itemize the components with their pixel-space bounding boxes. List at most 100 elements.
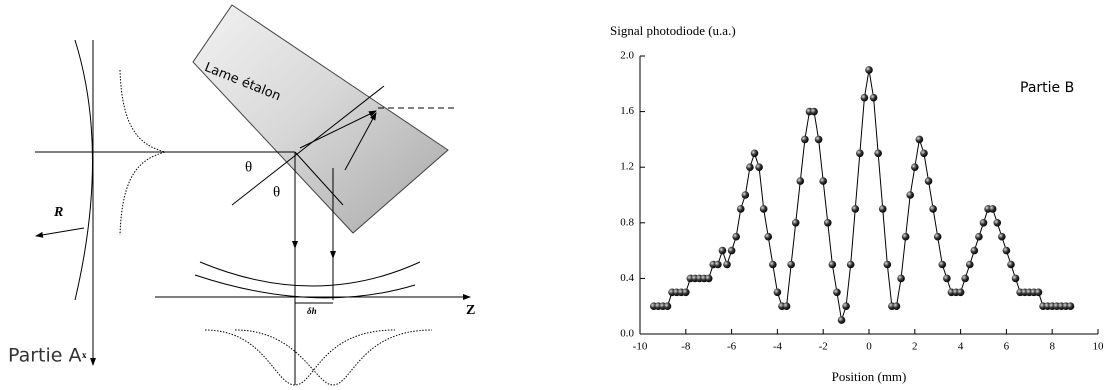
point bbox=[810, 107, 818, 116]
point bbox=[920, 149, 928, 158]
dip-profile bbox=[204, 329, 396, 386]
point bbox=[970, 246, 979, 255]
point bbox=[814, 135, 823, 144]
point bbox=[1007, 260, 1015, 269]
point bbox=[791, 219, 800, 227]
point bbox=[723, 260, 731, 269]
point bbox=[933, 232, 942, 241]
x-axis-label: Position (mm) bbox=[832, 369, 907, 384]
point bbox=[842, 302, 850, 311]
x-tick-label: -4 bbox=[773, 341, 783, 353]
y-tick-label: 1.6 bbox=[620, 105, 634, 117]
point bbox=[773, 288, 782, 297]
x-tick-label: 8 bbox=[1049, 341, 1055, 353]
point bbox=[901, 232, 910, 241]
point bbox=[736, 205, 745, 213]
x-tick-label: 0 bbox=[866, 341, 872, 353]
point bbox=[1011, 274, 1020, 283]
point bbox=[732, 232, 740, 241]
point bbox=[718, 246, 727, 255]
point bbox=[943, 274, 951, 283]
point bbox=[938, 260, 947, 269]
y-tick-label: 0.0 bbox=[620, 328, 634, 340]
point bbox=[897, 274, 905, 283]
point bbox=[874, 149, 882, 158]
r-arrow bbox=[35, 227, 85, 238]
point bbox=[975, 232, 983, 241]
y-tick-label: 1.2 bbox=[620, 161, 634, 173]
point bbox=[846, 260, 855, 269]
arc bbox=[199, 261, 421, 287]
point bbox=[851, 205, 860, 213]
y-tick-label: 0.8 bbox=[620, 216, 634, 228]
point bbox=[956, 288, 965, 297]
point bbox=[988, 205, 997, 213]
point bbox=[915, 135, 924, 144]
r-label: R bbox=[53, 205, 63, 220]
y-tick-label: 0.4 bbox=[620, 272, 634, 284]
point bbox=[856, 149, 864, 158]
point bbox=[801, 135, 809, 144]
ray bbox=[344, 112, 377, 171]
wavefront bbox=[74, 39, 93, 301]
point bbox=[764, 232, 773, 241]
point bbox=[924, 177, 933, 185]
gaussian-profile bbox=[119, 69, 167, 236]
y-axis-label: Signal photodiode (u.a.) bbox=[610, 23, 736, 38]
point bbox=[1002, 246, 1011, 255]
point bbox=[787, 260, 795, 269]
point bbox=[828, 260, 837, 269]
point bbox=[755, 163, 763, 171]
x-tick-label: 4 bbox=[958, 341, 964, 353]
x-tick-label: -8 bbox=[681, 341, 691, 353]
chart: Signal photodiode (u.a.) Position (mm) P… bbox=[610, 23, 1104, 384]
diagram: Lame étalon θ θ R x Z δh Partie A bbox=[8, 4, 475, 386]
point bbox=[1066, 302, 1075, 311]
point bbox=[961, 274, 969, 283]
x-tick-label: 10 bbox=[1093, 341, 1105, 353]
normal-line-2 bbox=[294, 151, 344, 206]
point bbox=[1034, 288, 1043, 297]
ray bbox=[299, 110, 377, 149]
point bbox=[727, 246, 736, 255]
point bbox=[823, 219, 832, 227]
point bbox=[906, 191, 915, 199]
dh-label: δh bbox=[307, 306, 317, 316]
point bbox=[741, 191, 750, 199]
point bbox=[704, 274, 713, 283]
point bbox=[883, 260, 892, 269]
point bbox=[782, 302, 791, 311]
point bbox=[979, 219, 988, 227]
point bbox=[998, 232, 1006, 241]
point bbox=[769, 260, 777, 269]
point bbox=[892, 302, 901, 311]
point bbox=[746, 163, 754, 171]
dip-profile bbox=[234, 329, 433, 386]
y-tick-label: 2.0 bbox=[620, 50, 634, 62]
theta: θ bbox=[273, 184, 280, 200]
point bbox=[663, 302, 672, 311]
point bbox=[759, 205, 768, 213]
point bbox=[865, 66, 873, 74]
point bbox=[750, 149, 759, 158]
normal-line bbox=[231, 85, 385, 206]
x-tick-label: -10 bbox=[633, 341, 648, 353]
point bbox=[796, 177, 805, 185]
x-tick-label: -6 bbox=[727, 341, 737, 353]
point bbox=[869, 93, 878, 102]
point bbox=[993, 219, 1002, 227]
x-tick-label: 2 bbox=[912, 341, 918, 353]
theta: θ bbox=[245, 159, 252, 175]
x-tick-label: 6 bbox=[1004, 341, 1010, 353]
plate bbox=[192, 4, 449, 234]
point bbox=[833, 288, 841, 297]
point bbox=[837, 316, 846, 324]
x-label: x bbox=[82, 350, 87, 360]
annotation: Partie B bbox=[1020, 80, 1074, 96]
point bbox=[682, 288, 690, 297]
arc bbox=[194, 274, 416, 299]
part-label: Partie A bbox=[8, 345, 82, 367]
point bbox=[911, 163, 919, 171]
x-tick-label: -2 bbox=[819, 341, 828, 353]
point bbox=[714, 260, 722, 269]
